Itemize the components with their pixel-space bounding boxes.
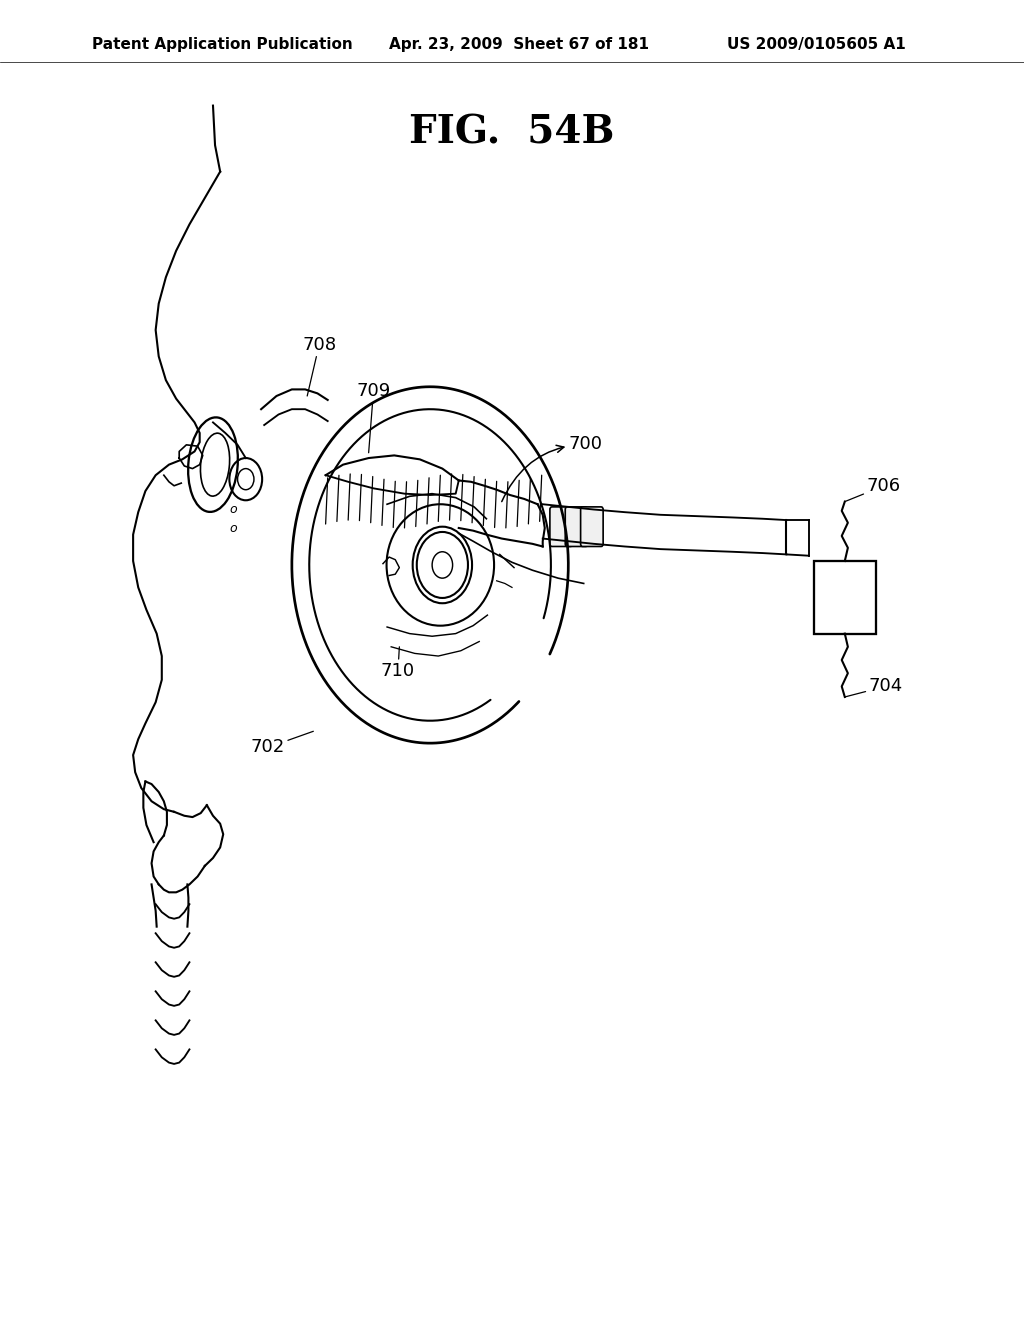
Text: o: o [229,521,238,535]
FancyBboxPatch shape [565,507,588,546]
Text: US 2009/0105605 A1: US 2009/0105605 A1 [727,37,906,51]
Text: FIG.  54B: FIG. 54B [410,114,614,150]
Text: Patent Application Publication: Patent Application Publication [92,37,353,51]
Text: 706: 706 [845,477,900,502]
Text: 700: 700 [502,434,602,502]
Text: 708: 708 [302,335,336,396]
Text: 709: 709 [356,381,390,453]
Text: 702: 702 [251,731,313,756]
FancyBboxPatch shape [550,507,572,546]
Text: o: o [229,503,238,516]
FancyBboxPatch shape [581,507,603,546]
Text: 704: 704 [845,677,902,697]
Bar [814,561,876,634]
Text: 710: 710 [381,647,415,680]
Text: Apr. 23, 2009  Sheet 67 of 181: Apr. 23, 2009 Sheet 67 of 181 [389,37,649,51]
